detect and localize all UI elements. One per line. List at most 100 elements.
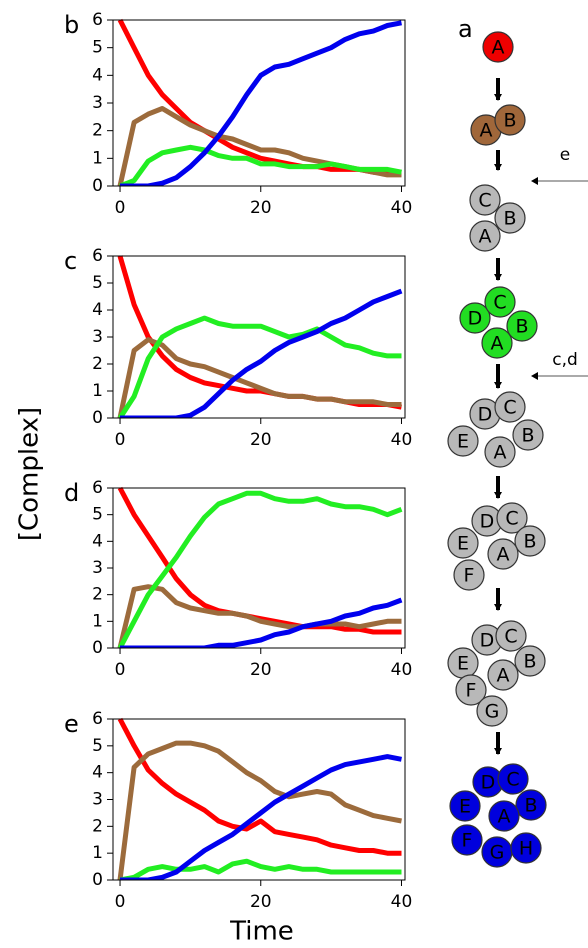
subunit-label: E <box>459 796 471 818</box>
panel-label: b <box>64 11 79 39</box>
subunit-label: B <box>515 316 528 338</box>
series-line <box>117 337 402 418</box>
subunit <box>494 202 526 234</box>
subunit-label: F <box>462 830 473 852</box>
x-axis-title: Time <box>229 917 294 947</box>
subunit-label: D <box>478 404 493 426</box>
subunit-label: F <box>464 565 475 587</box>
subunit <box>459 302 491 334</box>
x-tick-label: 40 <box>391 198 413 218</box>
subunit-label: D <box>480 511 495 533</box>
y-tick-label: 1 <box>92 148 103 168</box>
subunit-label: F <box>466 680 477 702</box>
y-tick-label: 1 <box>92 843 103 863</box>
series-line <box>120 754 402 880</box>
subunit <box>514 525 546 557</box>
subunit <box>484 286 516 318</box>
series-line <box>117 584 402 648</box>
x-tick-label: 40 <box>391 660 413 680</box>
y-tick-label: 0 <box>92 176 103 196</box>
series-line <box>120 20 402 186</box>
subunit-label: A <box>498 806 511 828</box>
series-line <box>117 106 402 186</box>
y-tick-label: 5 <box>92 505 103 525</box>
plot-frame <box>112 487 406 649</box>
subunit <box>482 31 514 63</box>
subunit-label: A <box>492 37 505 59</box>
y-tick-label: 3 <box>92 790 103 810</box>
subunit <box>506 310 538 342</box>
subunit <box>515 789 547 821</box>
plot-frame <box>112 255 406 419</box>
y-tick-label: 2 <box>92 354 103 374</box>
subunit <box>487 538 519 570</box>
subunit <box>494 104 526 136</box>
panel-label: e <box>64 710 79 738</box>
panel-label: a <box>458 15 473 43</box>
subunit-label: A <box>480 120 493 142</box>
y-tick-label: 6 <box>92 10 103 30</box>
subunit-label: D <box>481 772 496 794</box>
y-tick-label: 0 <box>92 638 103 658</box>
subunit-label: E <box>457 653 469 675</box>
y-tick-label: 2 <box>92 121 103 141</box>
subunit-label: B <box>503 110 516 132</box>
series-line <box>117 486 402 635</box>
x-tick-label: 20 <box>250 430 272 450</box>
panel-label: d <box>64 479 79 507</box>
y-tick-label: 0 <box>92 408 103 428</box>
subunit <box>451 824 483 856</box>
subunit <box>488 800 520 832</box>
subunit-label: B <box>503 208 516 230</box>
y-tick-label: 1 <box>92 611 103 631</box>
subunit <box>494 391 526 423</box>
subunit <box>495 620 527 652</box>
panel-label: c <box>64 247 77 275</box>
subunit-label: E <box>457 533 469 555</box>
y-tick-label: 1 <box>92 381 103 401</box>
subunit-label: C <box>503 397 516 419</box>
subunit-label: C <box>505 508 518 530</box>
subunit-label: C <box>506 769 519 791</box>
subunit <box>447 527 479 559</box>
x-tick-label: 20 <box>250 660 272 680</box>
subunit-label: B <box>523 651 536 673</box>
x-tick-label: 0 <box>115 660 126 680</box>
subunit <box>497 763 529 795</box>
y-tick-label: 5 <box>92 736 103 756</box>
series-line <box>117 490 403 648</box>
series-line <box>117 740 402 880</box>
subunit <box>514 645 546 677</box>
y-tick-label: 6 <box>92 246 103 266</box>
x-tick-label: 20 <box>250 892 272 912</box>
y-tick-label: 5 <box>92 38 103 58</box>
subunit-label: A <box>497 544 510 566</box>
y-tick-label: 3 <box>92 327 103 347</box>
x-tick-label: 20 <box>250 198 272 218</box>
y-tick-label: 3 <box>92 93 103 113</box>
subunit <box>447 425 479 457</box>
plot-frame <box>112 718 406 881</box>
y-tick-label: 5 <box>92 273 103 293</box>
y-tick-label: 4 <box>92 300 103 320</box>
subunit <box>481 327 513 359</box>
x-tick-label: 0 <box>115 892 126 912</box>
y-tick-label: 0 <box>92 870 103 890</box>
y-tick-label: 4 <box>92 65 103 85</box>
subunit <box>476 695 508 727</box>
subunit <box>487 659 519 691</box>
series-line <box>120 288 403 418</box>
subunit-label: G <box>490 842 505 864</box>
series-line <box>117 315 402 418</box>
y-tick-label: 3 <box>92 558 103 578</box>
y-tick-label: 2 <box>92 816 103 836</box>
series-line <box>119 858 402 880</box>
x-tick-label: 0 <box>115 430 126 450</box>
y-axis-title: [Complex] <box>15 407 45 541</box>
y-tick-label: 6 <box>92 709 103 729</box>
subunit <box>453 559 485 591</box>
subunit-label: B <box>523 531 536 553</box>
subunit-label: A <box>491 333 504 355</box>
subunit-label: B <box>521 425 534 447</box>
